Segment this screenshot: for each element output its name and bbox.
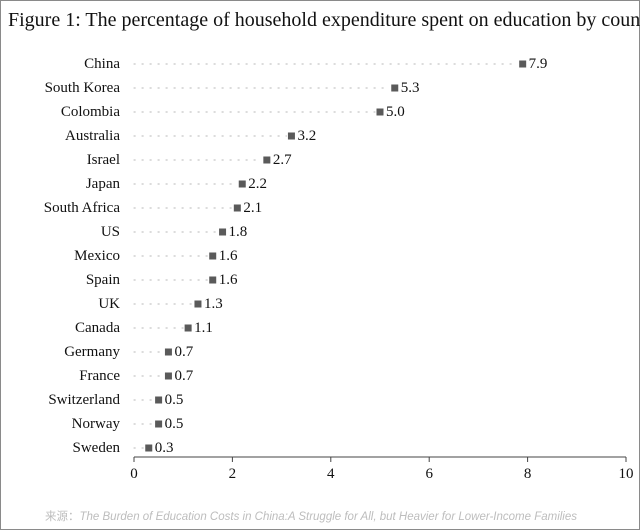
data-point — [219, 228, 227, 236]
x-tick-label: 8 — [524, 466, 532, 482]
category-label: South Korea — [45, 80, 121, 96]
category-label: South Africa — [44, 200, 121, 216]
category-label: Norway — [72, 416, 121, 432]
value-label: 1.1 — [194, 320, 213, 336]
value-label: 5.3 — [401, 80, 420, 96]
data-point — [376, 108, 384, 116]
value-label: 2.2 — [248, 176, 267, 192]
value-label: 0.5 — [165, 416, 184, 432]
category-label: Japan — [86, 176, 121, 192]
value-label: 7.9 — [529, 56, 548, 72]
category-label: Colombia — [61, 104, 121, 120]
category-label: Israel — [87, 152, 120, 168]
data-point — [287, 132, 295, 140]
data-point — [519, 60, 527, 68]
value-label: 2.1 — [243, 200, 262, 216]
dot-plot: China 7.9 South Korea 5.3 Colombia 5.0 Austral… — [44, 56, 634, 482]
category-label: France — [79, 368, 120, 384]
category-label: Switzerland — [48, 392, 120, 408]
category-label: China — [84, 56, 120, 72]
category-label: Spain — [86, 272, 121, 288]
category-label: Australia — [65, 128, 120, 144]
x-tick-label: 2 — [229, 466, 237, 482]
data-point — [263, 156, 271, 164]
category-label: Canada — [75, 320, 120, 336]
value-label: 5.0 — [386, 104, 405, 120]
value-label: 3.2 — [297, 128, 316, 144]
chart-title: Figure 1: The percentage of household ex… — [8, 9, 640, 31]
category-label: Germany — [64, 344, 120, 360]
x-tick-label: 0 — [130, 466, 138, 482]
data-point — [209, 252, 217, 260]
category-label: Mexico — [74, 248, 120, 264]
data-point — [194, 300, 202, 308]
value-label: 1.3 — [204, 296, 223, 312]
data-point — [155, 420, 163, 428]
data-point — [209, 276, 217, 284]
data-point — [391, 84, 399, 92]
source-prefix: 来源： — [45, 511, 80, 523]
category-label: US — [101, 224, 120, 240]
category-label: Sweden — [73, 440, 121, 456]
value-label: 0.7 — [174, 344, 193, 360]
source-title: The Burden of Education Costs in China:A… — [79, 511, 578, 523]
data-point — [145, 444, 153, 452]
data-point — [164, 348, 172, 356]
data-point — [233, 204, 241, 212]
data-point — [184, 324, 192, 332]
value-label: 2.7 — [273, 152, 292, 168]
data-point — [155, 396, 163, 404]
value-label: 1.8 — [229, 224, 248, 240]
value-label: 0.3 — [155, 440, 174, 456]
source-note: 来源：The Burden of Education Costs in Chin… — [45, 508, 577, 524]
value-label: 0.7 — [174, 368, 193, 384]
x-tick-label: 6 — [425, 466, 433, 482]
data-point — [164, 372, 172, 380]
category-label: UK — [98, 296, 120, 312]
x-tick-label: 4 — [327, 466, 335, 482]
x-tick-label: 10 — [619, 466, 634, 482]
value-label: 1.6 — [219, 272, 238, 288]
value-label: 1.6 — [219, 248, 238, 264]
value-label: 0.5 — [165, 392, 184, 408]
data-point — [238, 180, 246, 188]
